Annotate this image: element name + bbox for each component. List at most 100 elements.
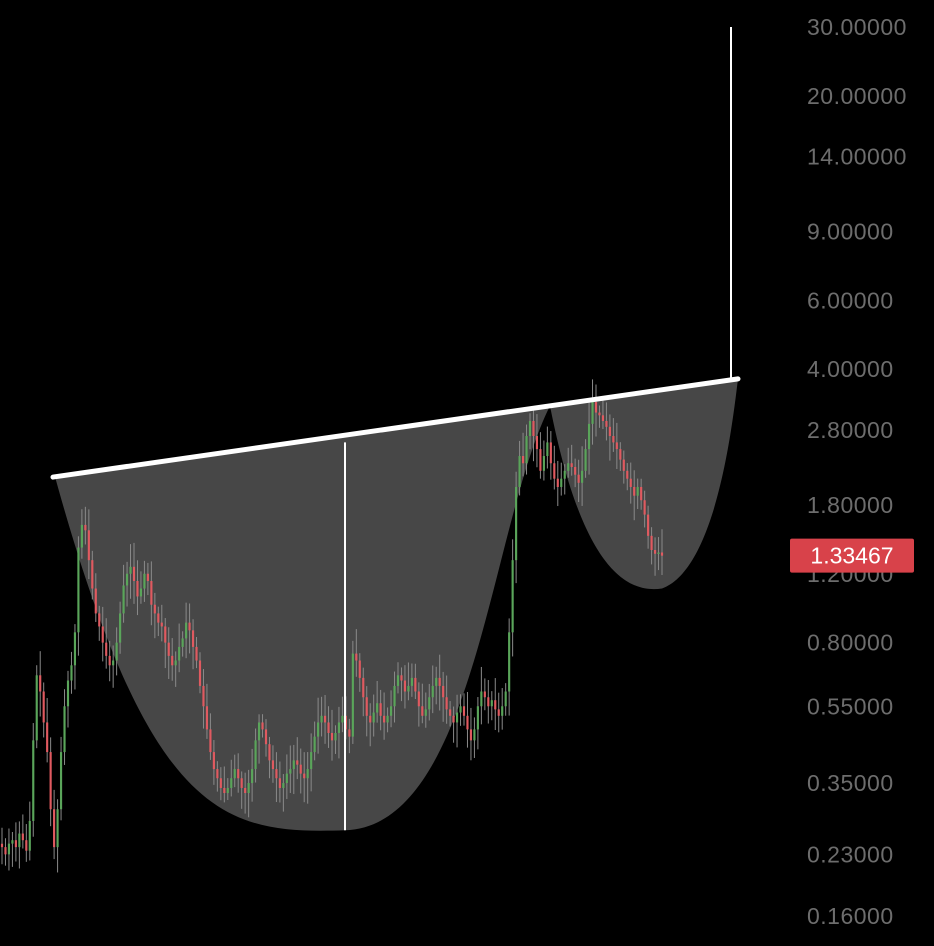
candle-body: [188, 622, 191, 631]
candle-body: [257, 722, 261, 741]
candle-body: [91, 560, 94, 589]
candle-body: [25, 840, 28, 851]
candle-body: [560, 478, 563, 487]
candle-body: [369, 715, 372, 723]
candle-body: [608, 426, 611, 437]
candle-body: [389, 706, 393, 716]
candle-body: [198, 660, 202, 686]
candle-body: [508, 632, 511, 692]
candle-body: [355, 653, 358, 661]
candle-body: [647, 514, 650, 536]
current-price-label: 1.33467: [810, 543, 893, 569]
candle-body: [518, 456, 521, 487]
candle-body: [574, 466, 577, 475]
candle-body: [191, 630, 195, 647]
candle-body: [584, 449, 587, 471]
candle-body: [521, 456, 525, 464]
candle-body: [452, 715, 455, 723]
candle-body: [219, 778, 222, 788]
price-axis: 30.00000 20.00000 14.00000 9.00000 6.00000 4.…: [807, 14, 907, 929]
candle-body: [601, 415, 605, 421]
candle-body: [0, 843, 4, 848]
candle-body: [268, 744, 271, 761]
candle-body: [306, 769, 309, 779]
candle-body: [549, 442, 552, 464]
candle-body: [622, 459, 625, 471]
candlestick-series: [0, 379, 664, 873]
candle-body: [153, 604, 156, 614]
candle-body: [205, 706, 209, 730]
candle-body: [101, 626, 104, 643]
candle-body: [501, 706, 504, 716]
handle-shape: [550, 378, 738, 590]
candle-body: [167, 642, 170, 656]
candle-body: [59, 752, 63, 810]
candle-body: [84, 524, 87, 531]
candle-body: [553, 463, 556, 479]
candle-body: [195, 646, 198, 661]
candle-body: [473, 729, 476, 741]
candle-body: [376, 703, 379, 713]
candle-body: [487, 697, 490, 707]
candle-body: [414, 677, 417, 692]
candle-body: [615, 442, 618, 450]
candle-body: [285, 773, 288, 784]
candle-body: [313, 736, 316, 753]
candle-body: [428, 697, 431, 710]
candle-body: [539, 449, 542, 471]
candle-body: [53, 809, 56, 848]
candle-body: [209, 729, 212, 753]
candle-body: [56, 809, 59, 848]
resistance-line: [50, 376, 741, 480]
candle-body: [400, 675, 403, 681]
candle-body: [202, 685, 205, 707]
candle-body: [469, 729, 473, 741]
candle-body: [174, 660, 177, 666]
cup-and-handle-pattern: [55, 378, 738, 831]
candle-body: [466, 715, 469, 730]
candle-body: [372, 712, 375, 723]
candle-body: [567, 463, 570, 471]
candle-body: [320, 715, 323, 723]
candle-body: [455, 712, 459, 723]
candle-body: [105, 642, 108, 656]
drawn-lines: [50, 27, 741, 831]
candle-body: [289, 769, 292, 774]
candle-body: [525, 436, 528, 464]
candle-body: [226, 787, 229, 794]
candle-body: [7, 843, 11, 855]
candle-body: [532, 420, 535, 437]
candle-body: [393, 685, 396, 707]
candle-body: [164, 626, 167, 643]
candle-body: [546, 442, 549, 457]
candle-body: [39, 675, 42, 692]
candle-body: [35, 675, 38, 741]
y-tick-label: 30.00000: [807, 14, 907, 40]
y-tick-label: 14.00000: [807, 143, 907, 169]
candle-body: [129, 566, 132, 574]
current-price-tag: 1.33467: [790, 538, 914, 573]
candle-body: [511, 560, 514, 633]
candle-body: [251, 769, 254, 784]
candle-body: [650, 535, 653, 551]
candle-body: [139, 588, 143, 597]
candle-body: [271, 760, 275, 770]
candle-body: [577, 474, 580, 483]
y-tick-label: 0.23000: [807, 841, 894, 867]
y-tick-label: 1.80000: [807, 492, 894, 518]
candle-body: [146, 573, 149, 581]
candle-body: [185, 622, 188, 639]
candle-body: [46, 722, 49, 753]
candle-body: [528, 420, 532, 437]
candle-body: [449, 709, 452, 716]
candle-body: [244, 787, 247, 794]
candle-body: [160, 622, 163, 627]
candle-body: [237, 769, 240, 779]
candle-body: [49, 752, 52, 810]
candle-body: [535, 436, 539, 450]
candle-body: [323, 715, 327, 723]
candle-body: [66, 680, 70, 707]
candle-body: [407, 685, 410, 692]
y-tick-label: 0.35000: [807, 770, 894, 796]
